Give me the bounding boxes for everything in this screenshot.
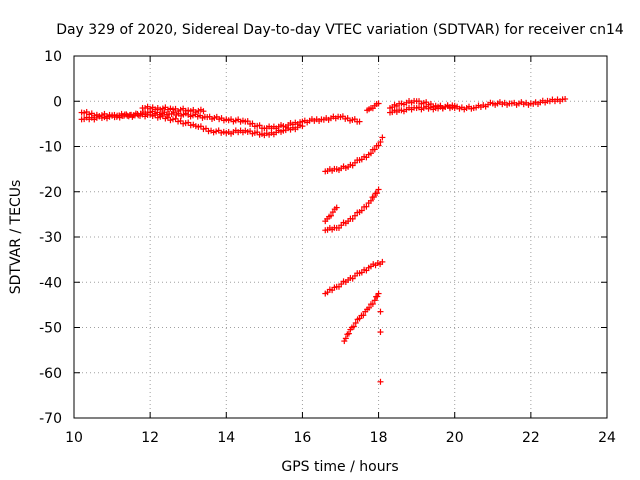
data-point — [367, 197, 374, 204]
data-point — [356, 118, 363, 125]
y-tick-label: -60 — [39, 366, 62, 382]
data-point-fill — [349, 215, 356, 222]
grid-lines — [74, 56, 607, 418]
x-tick-label: 16 — [294, 430, 312, 446]
y-tick-label: -50 — [39, 321, 62, 337]
data-point — [375, 100, 382, 107]
data-point — [377, 378, 384, 385]
series-after-18-band-lower — [386, 102, 458, 116]
y-tick-label: -10 — [39, 140, 62, 156]
data-point-fill — [371, 193, 378, 200]
data-point — [377, 138, 384, 145]
series-arc-upper — [322, 138, 384, 175]
data-marks — [78, 95, 569, 385]
x-tick-label: 22 — [522, 430, 540, 446]
y-tick-label: -40 — [39, 275, 62, 291]
series-arc-mid-short — [322, 204, 340, 225]
series-main-band-lower — [78, 110, 306, 139]
data-point-fill — [351, 212, 358, 219]
data-point-fill — [350, 323, 357, 330]
series-isolated-points — [377, 134, 386, 385]
y-tick-label: -70 — [39, 411, 62, 427]
series-main-band — [78, 108, 363, 132]
data-point-fill — [345, 330, 352, 337]
data-point — [333, 204, 340, 211]
data-point-fill — [363, 203, 370, 210]
x-tick-label: 18 — [370, 430, 388, 446]
series-arc-bottom — [341, 290, 382, 345]
x-tick-label: 20 — [446, 430, 464, 446]
y-tick-label: -30 — [39, 230, 62, 246]
tick-labels: 10 12 14 16 18 20 22 24 10 0 -10 -20 -30 -40 -50 -60 -70 — [39, 49, 616, 446]
data-point — [562, 95, 569, 102]
data-point-fill — [352, 319, 359, 326]
data-point — [367, 150, 374, 157]
data-point — [375, 290, 382, 297]
axis-ticks — [73, 55, 608, 419]
data-point — [377, 308, 384, 315]
data-point-fill — [366, 304, 373, 311]
plot-frame — [73, 55, 608, 419]
chart-title: Day 329 of 2020, Sidereal Day-to-day VTE… — [56, 22, 624, 38]
y-axis-label: SDTVAR / TECUs — [8, 180, 24, 295]
data-point — [379, 258, 386, 265]
x-tick-label: 14 — [217, 430, 235, 446]
data-point — [451, 102, 458, 109]
x-tick-label: 12 — [141, 430, 159, 446]
data-point-fill — [369, 300, 376, 307]
x-tick-label: 24 — [598, 430, 616, 446]
data-point-fill — [342, 335, 349, 342]
y-tick-label: 0 — [53, 94, 62, 110]
series-main-band-upper — [139, 103, 207, 116]
data-point-fill — [374, 293, 381, 300]
data-point — [299, 123, 306, 130]
data-point-fill — [358, 207, 365, 214]
data-point — [377, 329, 384, 336]
y-tick-label: -20 — [39, 185, 62, 201]
series-short-segment — [364, 100, 382, 114]
data-point — [371, 297, 378, 304]
data-point-fill — [371, 146, 378, 153]
data-point-fill — [375, 142, 382, 149]
data-point — [375, 186, 382, 193]
x-tick-label: 10 — [65, 430, 83, 446]
data-point-fill — [327, 212, 334, 219]
data-point-fill — [360, 312, 367, 319]
y-tick-label: 10 — [44, 49, 62, 65]
data-point — [200, 108, 207, 115]
series-arc-lower — [322, 258, 386, 297]
x-axis-label: GPS time / hours — [281, 459, 398, 475]
series-arc-mid — [322, 186, 382, 234]
data-point-fill — [374, 190, 381, 197]
data-point — [379, 134, 386, 141]
